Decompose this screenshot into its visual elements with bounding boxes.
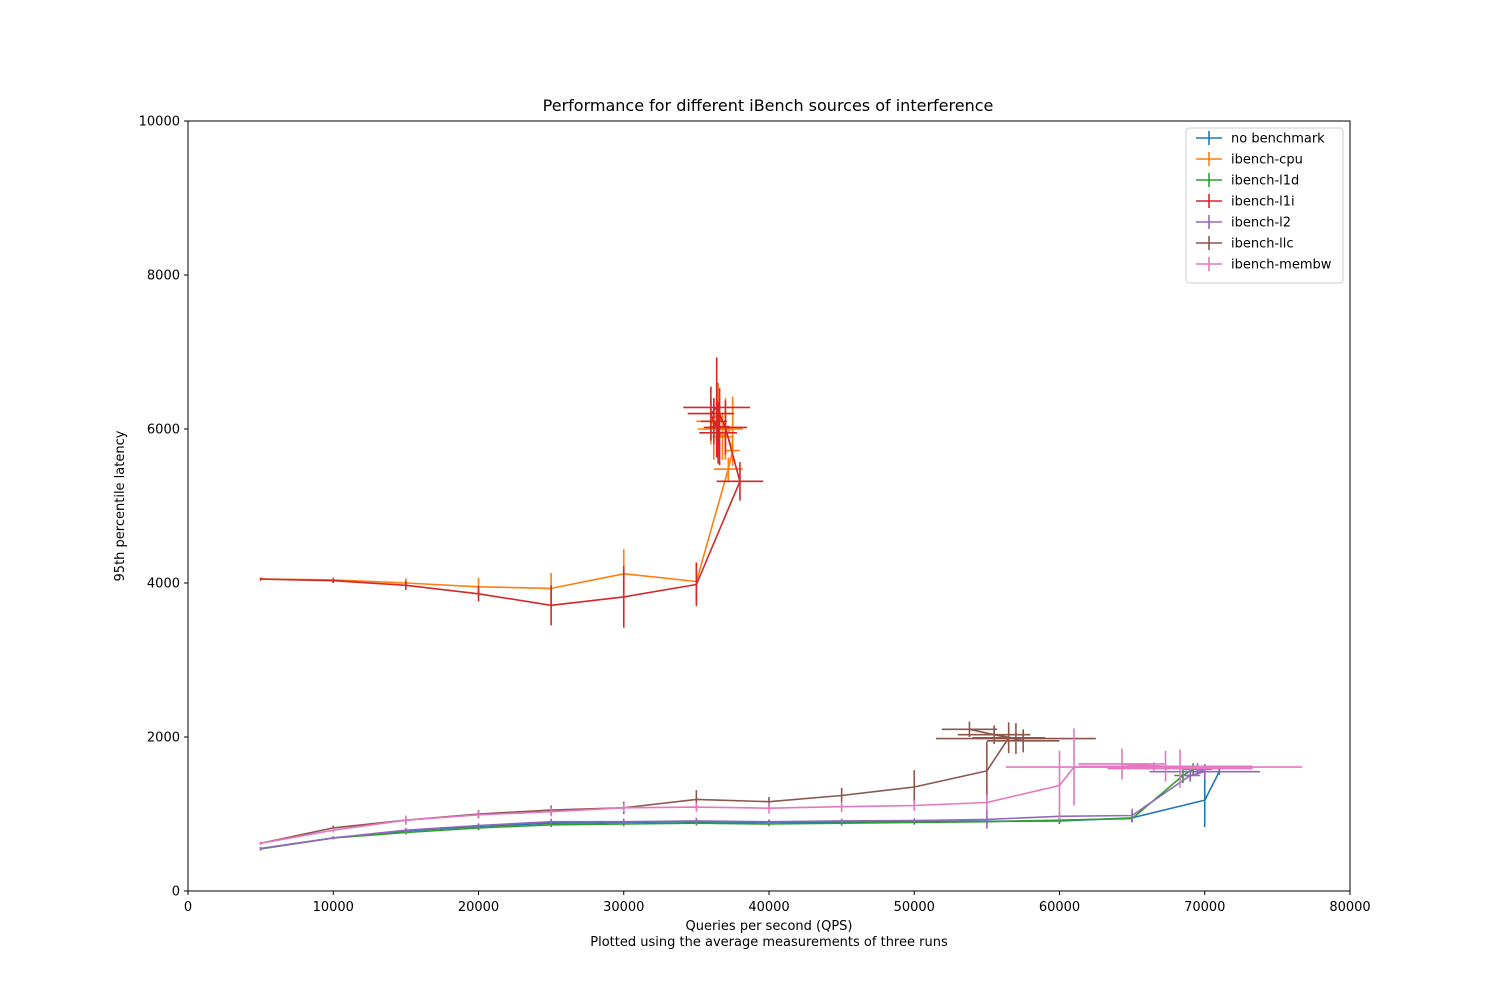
x-tick-label: 0 [184,900,192,915]
series-line [260,728,1024,845]
series-layer [259,357,1303,851]
legend-entry: ibench-l2 [1231,216,1291,231]
legend-entry: ibench-llc [1231,237,1294,252]
legend-entry: ibench-l1d [1231,174,1299,189]
x-axis-ticks: 0 10000 20000 30000 40000 50000 60000 70000 8000… [184,891,1371,915]
legend-entry: ibench-cpu [1231,153,1303,168]
series-line [260,768,1194,850]
series-line [260,412,734,590]
y-axis-label: 95th percentile latency [113,430,128,581]
legend-entry: ibench-membw [1231,258,1332,273]
series-no-benchmark [259,768,1221,851]
legend-box [1185,127,1344,284]
y-tick-label: 2000 [147,731,180,746]
legend-entry: no benchmark [1231,132,1325,147]
y-tick-label: 6000 [147,423,180,438]
series-ibench-llc [259,721,1096,845]
series-line [260,771,1221,850]
series-ibench-cpu [259,382,743,604]
chart-subtitle: Plotted using the average measurements o… [590,935,948,950]
x-tick-label: 80000 [1329,900,1370,915]
series-ibench-membw [259,728,1303,845]
series-ibench-l1i [259,357,764,628]
legend-entry: ibench-l1i [1231,195,1295,210]
y-tick-label: 4000 [147,577,180,592]
chart-title: Performance for different iBench sources… [543,96,994,115]
y-tick-label: 8000 [147,269,180,284]
x-tick-label: 60000 [1039,900,1080,915]
y-tick-label: 0 [172,885,180,900]
x-tick-label: 20000 [458,900,499,915]
series-ibench-l2 [259,763,1260,851]
series-line [260,406,741,607]
y-axis-ticks: 0 2000 4000 6000 8000 10000 [139,115,188,900]
legend: no benchmark ibench-cpu ibench-l1d ibench-l… [1185,127,1344,284]
x-tick-label: 30000 [603,900,644,915]
y-tick-label: 10000 [139,115,180,130]
x-axis-label: Queries per second (QPS) [685,919,852,934]
x-tick-label: 70000 [1184,900,1225,915]
x-tick-label: 40000 [748,900,789,915]
x-tick-label: 10000 [313,900,354,915]
x-tick-label: 50000 [894,900,935,915]
series-line [260,768,1206,850]
